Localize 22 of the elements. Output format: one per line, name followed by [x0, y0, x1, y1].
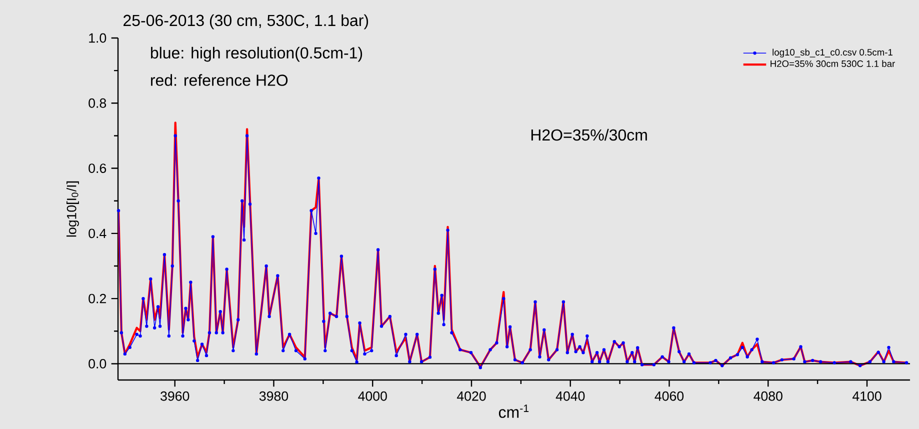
y-tick-label: 0.0	[88, 359, 106, 368]
y-axis-title: log10[I$_{0}$/I]	[66, 181, 79, 237]
annotation: blue: high resolution(0.5cm-1)	[150, 46, 362, 62]
x-tick-label: 4000	[358, 391, 387, 401]
x-tick-label: 4020	[456, 391, 486, 401]
x-tick-label: 3960	[160, 391, 190, 401]
x-axis-title: cm$^{-1}$	[498, 404, 529, 418]
y-tick-label: 1.0	[89, 33, 106, 43]
y-tick-label: 0.4	[88, 228, 106, 238]
y-tick-label: 0.6	[88, 164, 106, 173]
x-tick-label: 4060	[654, 391, 684, 401]
x-tick-label: 3980	[259, 391, 288, 401]
legend-label: log10_sb_c1_c0.csv 0.5cm-1	[772, 48, 892, 58]
x-tick-label: 4040	[556, 391, 585, 401]
legend-label: H2O=35% 30cm 530C 1.1 bar	[770, 60, 895, 68]
chart-title: 25-06-2013 (30 cm, 530C, 1.1 bar)	[124, 14, 368, 30]
x-tick-label: 4100	[852, 391, 882, 401]
y-tick-label: 0.8	[88, 98, 106, 108]
x-tick-label: 4080	[754, 391, 782, 401]
annotation: H2O=35%/30cm	[531, 128, 647, 141]
y-tick-label: 0.2	[88, 294, 106, 304]
annotation: red: reference H2O	[151, 74, 288, 86]
